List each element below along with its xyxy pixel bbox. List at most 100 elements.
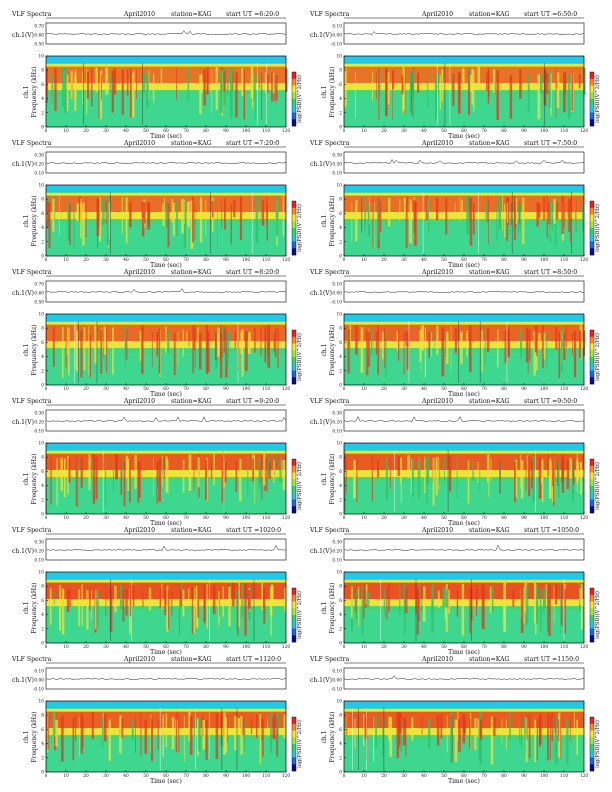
spectrum-streak bbox=[245, 331, 248, 371]
y-tick-label: 2 bbox=[339, 498, 342, 503]
spectrum-streak bbox=[356, 589, 358, 620]
colorbar-segment bbox=[590, 473, 594, 480]
spectrum-streak bbox=[445, 198, 447, 235]
spectrum-streak bbox=[205, 199, 206, 236]
spectrum-streak bbox=[427, 458, 429, 485]
spectrum-streak bbox=[223, 71, 225, 91]
spectrum-streak bbox=[82, 71, 83, 105]
colorbar-segment bbox=[292, 330, 296, 337]
y-tick-label: 8 bbox=[41, 456, 44, 461]
start-time-label: start UT =8:20:0 bbox=[226, 269, 279, 276]
spectrum-streak bbox=[570, 718, 571, 742]
y-axis-label: Frequency (kHz) bbox=[329, 66, 336, 117]
spectrum-streak bbox=[541, 461, 543, 483]
spectrogram-panel: VLF Spectra April2010 station=KAG start UT … bbox=[6, 268, 304, 396]
y-tick-label: 6 bbox=[41, 341, 44, 346]
spectrum-streak bbox=[522, 198, 524, 245]
spectrum-streak bbox=[349, 333, 350, 374]
spectrum-streak bbox=[197, 584, 199, 618]
spectrum-streak bbox=[261, 455, 262, 499]
x-tick-label: 100 bbox=[242, 645, 250, 650]
spectrum-streak bbox=[49, 203, 51, 248]
spectrum-streak bbox=[195, 204, 196, 241]
x-tick-label: 110 bbox=[560, 258, 568, 263]
spectrum-top-band bbox=[46, 443, 286, 450]
x-tick-label: 0 bbox=[343, 516, 346, 521]
x-tick-label: 10 bbox=[361, 129, 367, 134]
chart-title: VLF Spectra bbox=[11, 140, 52, 147]
spectrogram-chart: VLF Spectra April2010 station=KAG start UT … bbox=[304, 397, 602, 525]
spectrum-streak bbox=[267, 325, 270, 368]
amplitude-tick-label: 0.60 bbox=[34, 34, 44, 39]
spectrum-streak bbox=[199, 74, 201, 114]
spectrum-streak bbox=[419, 584, 420, 615]
y-axis-label: Frequency (kHz) bbox=[329, 453, 336, 504]
y-tick-label: 8 bbox=[339, 456, 342, 461]
spectrum-streak bbox=[441, 327, 444, 376]
spectrum-streak bbox=[284, 715, 286, 739]
y-tick-label: 4 bbox=[41, 355, 44, 360]
x-tick-label: 80 bbox=[203, 258, 209, 263]
colorbar-segment bbox=[590, 608, 594, 615]
y-tick-label: 4 bbox=[339, 355, 342, 360]
spectrum-streak bbox=[520, 329, 522, 358]
spectrum-streak bbox=[367, 591, 370, 607]
x-tick-label: 100 bbox=[540, 516, 548, 521]
spectrogram-chart: VLF Spectra April2010 station=KAG start UT … bbox=[304, 10, 602, 138]
chart-date: April2010 bbox=[123, 398, 155, 405]
spectrum-streak bbox=[453, 74, 455, 106]
station-label: station=KAG bbox=[469, 398, 510, 405]
spectrum-streak bbox=[510, 202, 511, 233]
spectrum-streak bbox=[480, 719, 482, 740]
spectrum-streak bbox=[481, 330, 482, 372]
y-tick-label: 10 bbox=[39, 55, 45, 60]
y-tick-label: 2 bbox=[41, 111, 44, 116]
spectrum-streak bbox=[432, 588, 433, 610]
spectrum-streak bbox=[233, 200, 235, 218]
line-label: ch.1 bbox=[23, 731, 30, 744]
spectrogram-chart: VLF Spectra April2010 station=KAG start UT … bbox=[304, 139, 602, 267]
colorbar-segment bbox=[292, 506, 296, 513]
spectrum-streak bbox=[66, 326, 67, 368]
colorbar-segment bbox=[292, 79, 296, 86]
x-tick-label: 70 bbox=[481, 129, 487, 134]
spectrum-streak bbox=[140, 713, 141, 756]
start-time-label: start UT =1050:0 bbox=[524, 527, 579, 534]
spectrum-streak bbox=[270, 586, 272, 615]
spectrum-streak bbox=[192, 587, 193, 634]
spectrum-streak bbox=[418, 459, 421, 498]
x-tick-label: 50 bbox=[441, 516, 447, 521]
spectrum-top-band bbox=[344, 701, 584, 708]
colorbar-segment bbox=[292, 486, 296, 493]
spectrum-streak bbox=[157, 462, 158, 504]
station-label: station=KAG bbox=[171, 11, 212, 18]
y-axis-label: Frequency (kHz) bbox=[31, 711, 38, 762]
x-tick-label: 110 bbox=[262, 387, 270, 392]
amplitude-tick-label: 0.10 bbox=[332, 559, 342, 564]
spectrum-streak bbox=[502, 196, 503, 231]
chart-date: April2010 bbox=[123, 269, 155, 276]
amplitude-tick-label: 0.20 bbox=[34, 550, 44, 555]
spectrum-streak bbox=[125, 325, 127, 358]
spectrum-streak bbox=[62, 68, 64, 107]
x-tick-label: 30 bbox=[103, 129, 109, 134]
spectrum-streak bbox=[557, 72, 560, 107]
spectrum-streak bbox=[518, 204, 519, 234]
x-tick-label: 0 bbox=[45, 774, 48, 779]
spectrum-streak bbox=[273, 73, 275, 93]
amplitude-tick-label: 0.20 bbox=[332, 163, 342, 168]
spectrum-streak bbox=[176, 199, 178, 236]
x-tick-label: 100 bbox=[242, 774, 250, 779]
amplitude-tick-label: 0.00 bbox=[34, 679, 44, 684]
spectrum-streak bbox=[135, 455, 137, 489]
x-tick-label: 80 bbox=[501, 129, 507, 134]
spectrum-streak bbox=[566, 719, 568, 764]
spectrum-streak bbox=[361, 197, 362, 233]
x-tick-label: 120 bbox=[580, 387, 588, 392]
spectrum-streak bbox=[575, 200, 576, 221]
spectrum-streak bbox=[100, 330, 102, 374]
spectrum-streak bbox=[440, 75, 441, 109]
spectrum-streak bbox=[488, 68, 490, 104]
x-tick-label: 50 bbox=[143, 258, 149, 263]
spectrum-streak bbox=[398, 456, 400, 476]
